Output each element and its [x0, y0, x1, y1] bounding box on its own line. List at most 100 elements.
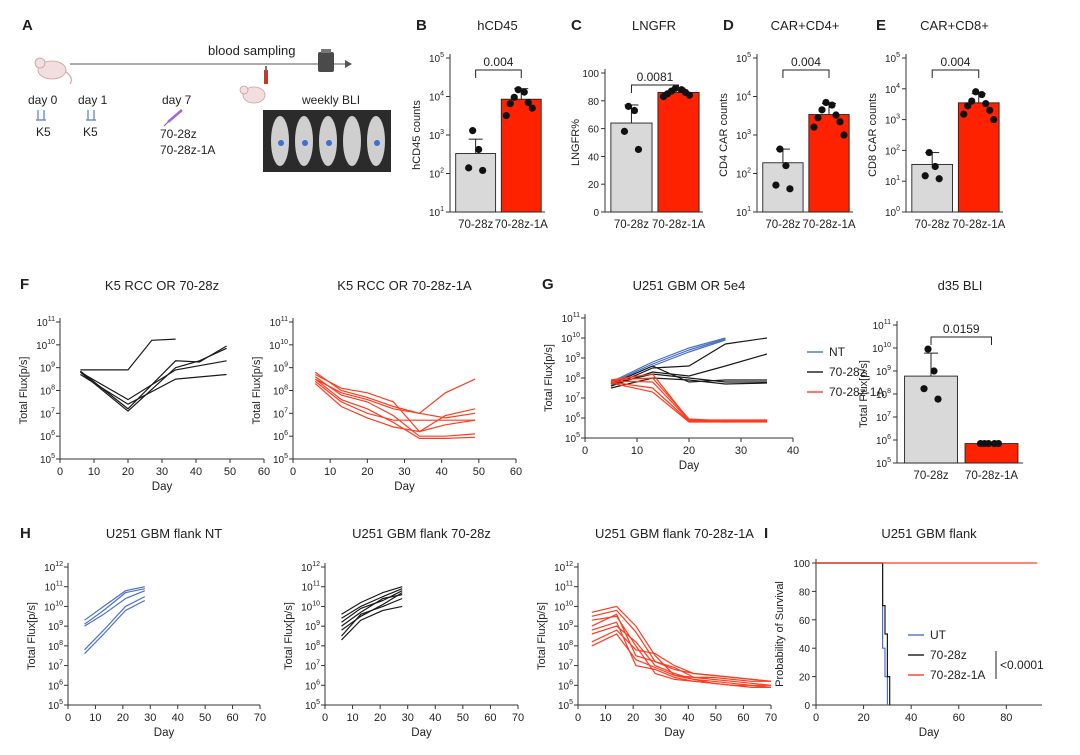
y-tick-label: 103	[736, 129, 751, 142]
y-axis-label: Total Flux[p/s]	[536, 602, 548, 670]
x-tick-label: 80	[1000, 712, 1012, 724]
y-tick-label: 101	[429, 206, 444, 219]
y-tick-label: 106	[48, 679, 63, 692]
y-tick-label: 1010	[36, 339, 55, 352]
p-value: 0.004	[940, 55, 970, 69]
y-tick-label: 105	[565, 432, 580, 445]
data-point	[990, 116, 998, 124]
x-tick-label: 0	[575, 712, 581, 724]
data-point	[930, 367, 938, 375]
y-tick-label: 106	[876, 434, 891, 447]
y-axis-label: hCD45 counts	[411, 100, 423, 170]
x-tick-label: 20	[627, 712, 639, 724]
y-tick-label: 101	[885, 175, 900, 188]
y-tick-label: 106	[40, 430, 55, 443]
y-tick-label: 107	[305, 660, 320, 673]
bar-70-28z	[610, 122, 653, 213]
y-tick-label: 107	[48, 660, 63, 673]
k5-label-day0: K5	[36, 125, 51, 139]
x-axis-label: Day	[154, 727, 175, 739]
x-axis-label: Day	[394, 481, 415, 493]
data-point	[475, 145, 483, 154]
data-point	[976, 439, 985, 448]
x-tick-label: 30	[156, 466, 168, 478]
y-tick-label: 80	[799, 587, 811, 598]
y-tick-label: 1012	[301, 561, 320, 574]
chart-title: U251 GBM flank 70-28z	[352, 526, 491, 541]
x-tick-label: 20	[857, 712, 869, 724]
panel-letter-b: B	[416, 17, 427, 34]
x-tick-label: 40	[429, 712, 441, 724]
panel-letter-d: D	[723, 17, 734, 34]
x-tick-label: 70-28z-1A	[952, 219, 1005, 231]
data-point	[810, 123, 818, 131]
x-tick-label: 50	[457, 712, 469, 724]
data-point	[840, 131, 848, 139]
x-tick-label: 30	[735, 445, 747, 457]
chart-h1-flank-nt: U251 GBM flank NT 0 10 20 30 40 50 60 70 Day 105 10…	[26, 526, 266, 739]
x-axis-label: Day	[919, 727, 940, 739]
panel-a-schematic: blood sampling day 0 day 1 day 7 K5 K5 7…	[28, 43, 391, 172]
chart-title: U251 GBM flank	[881, 526, 977, 541]
y-tick-label: 100	[793, 559, 810, 570]
series-line-70-28z	[341, 592, 403, 631]
data-point	[514, 86, 522, 94]
series-line-70-28z-1A	[591, 613, 772, 686]
y-tick-label: 80	[588, 97, 600, 108]
y-tick-label: 40	[588, 152, 600, 163]
significance-bracket	[630, 84, 679, 93]
data-point	[960, 110, 968, 118]
series-line-70-28z	[341, 605, 403, 641]
chart-title: U251 GBM flank NT	[106, 526, 222, 541]
y-tick-label: 20	[799, 673, 811, 684]
y-tick-label: 108	[48, 640, 63, 653]
x-tick-label: 70-28z	[915, 219, 950, 231]
y-tick-label: 104	[429, 91, 444, 104]
series-line-70-28z	[816, 562, 891, 705]
chart-title: K5 RCC OR 70-28z	[105, 278, 219, 293]
y-tick-label: 103	[429, 129, 444, 142]
x-tick-label: 20	[683, 445, 695, 457]
data-point	[968, 97, 976, 105]
x-axis-label: Day	[664, 727, 685, 739]
y-tick-label: 1011	[45, 581, 63, 594]
y-axis-label: Total Flux[p/s]	[283, 602, 295, 670]
y-tick-label: 108	[305, 640, 320, 653]
series-line-UT	[816, 562, 889, 705]
data-point	[832, 111, 840, 119]
series-line-NT	[84, 599, 146, 655]
data-point	[828, 101, 836, 109]
data-point	[479, 166, 487, 175]
legend-label: 70-28z-1A	[829, 385, 884, 399]
data-point	[782, 162, 790, 170]
y-axis-label: LNGFR%	[570, 119, 582, 166]
series-line-70-28z-1A	[591, 629, 772, 682]
data-point	[506, 100, 514, 108]
y-tick-label: 105	[429, 52, 444, 65]
legend-label: 70-28z-1A	[930, 668, 985, 682]
series-line-70-28z-1A	[591, 633, 771, 688]
data-point	[934, 395, 942, 403]
imaging-device-icon	[318, 49, 334, 72]
data-point	[510, 93, 518, 101]
x-tick-label: 60	[953, 712, 965, 724]
x-axis-label: Day	[411, 727, 432, 739]
y-axis-label: Total Flux[p/s]	[18, 357, 30, 425]
legend-label: NT	[829, 345, 846, 359]
data-point	[921, 172, 929, 180]
series-line-NT	[84, 590, 146, 627]
series-line-70-28z	[80, 338, 176, 371]
x-tick-label: 30	[655, 712, 667, 724]
series-line-70-28z-1A	[610, 382, 767, 423]
x-tick-label: 40	[905, 712, 917, 724]
k5-label-day1: K5	[83, 125, 98, 139]
x-tick-label: 70-28z-1A	[965, 470, 1018, 482]
series-line-70-28z-1A	[610, 380, 767, 421]
data-point	[624, 102, 633, 110]
series-line-70-28z-1A	[314, 383, 476, 433]
significance-bracket	[930, 336, 992, 345]
y-tick-label: 0	[593, 208, 599, 219]
series-line-NT	[610, 337, 726, 383]
x-tick-label: 0	[65, 712, 71, 724]
y-tick-label: 107	[876, 411, 891, 424]
